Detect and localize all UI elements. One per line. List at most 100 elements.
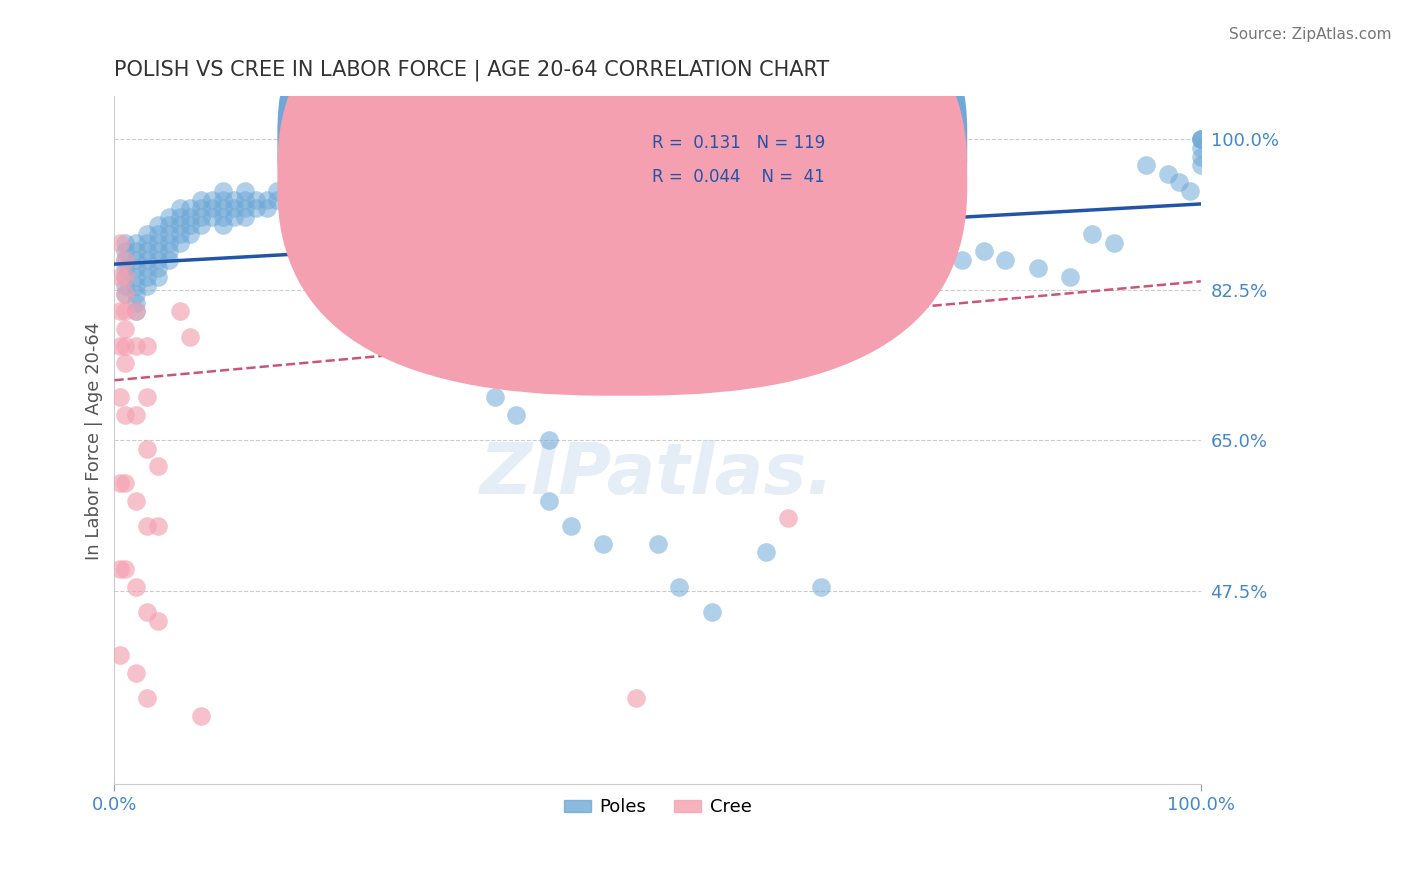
- Point: [114, 287, 136, 301]
- Point: [256, 201, 278, 215]
- Point: [125, 261, 148, 276]
- Point: [169, 210, 191, 224]
- Point: [863, 261, 886, 276]
- Point: [125, 244, 148, 259]
- Point: [125, 304, 148, 318]
- Point: [1189, 132, 1212, 146]
- Point: [146, 270, 169, 285]
- Point: [375, 252, 398, 267]
- Point: [1189, 158, 1212, 172]
- Point: [108, 391, 131, 405]
- Point: [114, 339, 136, 353]
- Point: [114, 287, 136, 301]
- Point: [157, 252, 180, 267]
- Point: [169, 235, 191, 250]
- Point: [157, 244, 180, 259]
- Point: [136, 252, 159, 267]
- Point: [146, 227, 169, 241]
- Point: [179, 227, 201, 241]
- Point: [114, 321, 136, 335]
- Text: POLISH VS CREE IN LABOR FORCE | AGE 20-64 CORRELATION CHART: POLISH VS CREE IN LABOR FORCE | AGE 20-6…: [114, 60, 830, 81]
- Point: [114, 562, 136, 576]
- Point: [886, 244, 908, 259]
- Point: [125, 665, 148, 680]
- Point: [1157, 167, 1180, 181]
- Point: [212, 184, 235, 198]
- Point: [157, 235, 180, 250]
- Point: [245, 201, 267, 215]
- Point: [1026, 261, 1049, 276]
- Point: [136, 278, 159, 293]
- Point: [169, 219, 191, 233]
- Point: [647, 536, 669, 550]
- Point: [136, 519, 159, 533]
- Point: [396, 287, 419, 301]
- Point: [125, 287, 148, 301]
- Point: [266, 193, 288, 207]
- Point: [1102, 235, 1125, 250]
- Point: [288, 210, 311, 224]
- Point: [125, 252, 148, 267]
- Point: [212, 210, 235, 224]
- Point: [114, 270, 136, 285]
- FancyBboxPatch shape: [582, 111, 886, 207]
- Point: [146, 235, 169, 250]
- Point: [700, 141, 723, 155]
- Point: [125, 295, 148, 310]
- Point: [136, 606, 159, 620]
- Point: [1081, 227, 1104, 241]
- Point: [136, 442, 159, 456]
- Point: [108, 339, 131, 353]
- Point: [233, 210, 256, 224]
- Text: Source: ZipAtlas.com: Source: ZipAtlas.com: [1229, 27, 1392, 42]
- Point: [408, 287, 430, 301]
- Point: [136, 339, 159, 353]
- Point: [136, 227, 159, 241]
- Point: [1059, 270, 1081, 285]
- Point: [179, 219, 201, 233]
- Point: [266, 184, 288, 198]
- Point: [201, 210, 224, 224]
- Point: [146, 519, 169, 533]
- Point: [560, 519, 582, 533]
- Point: [245, 193, 267, 207]
- Point: [136, 235, 159, 250]
- Point: [484, 391, 506, 405]
- Point: [1189, 150, 1212, 164]
- Point: [190, 219, 212, 233]
- Point: [332, 201, 354, 215]
- Point: [108, 304, 131, 318]
- Point: [136, 691, 159, 706]
- Point: [353, 219, 375, 233]
- Point: [863, 287, 886, 301]
- Point: [114, 304, 136, 318]
- Text: R =  0.131   N = 119: R = 0.131 N = 119: [652, 134, 825, 152]
- Point: [309, 193, 332, 207]
- Point: [169, 304, 191, 318]
- Point: [190, 193, 212, 207]
- Point: [222, 201, 245, 215]
- Point: [222, 210, 245, 224]
- Point: [179, 210, 201, 224]
- Point: [298, 193, 321, 207]
- Point: [755, 545, 778, 559]
- Point: [108, 562, 131, 576]
- Point: [179, 330, 201, 344]
- Point: [157, 210, 180, 224]
- Point: [136, 391, 159, 405]
- Point: [537, 434, 560, 448]
- Point: [1189, 132, 1212, 146]
- Point: [146, 614, 169, 628]
- Point: [114, 261, 136, 276]
- Point: [136, 244, 159, 259]
- FancyBboxPatch shape: [277, 0, 967, 361]
- Point: [125, 493, 148, 508]
- Point: [222, 193, 245, 207]
- Point: [537, 493, 560, 508]
- Point: [364, 227, 387, 241]
- Point: [114, 356, 136, 370]
- Point: [700, 606, 723, 620]
- Point: [256, 193, 278, 207]
- Point: [114, 476, 136, 491]
- Point: [1168, 176, 1191, 190]
